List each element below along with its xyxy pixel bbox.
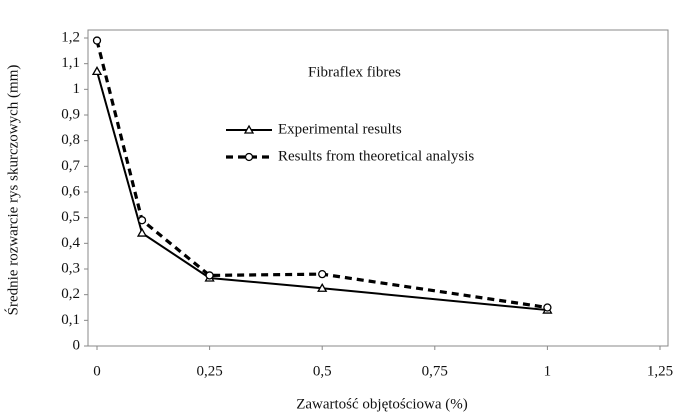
point (92, 36, 102, 45)
y-tick-label: 1 (73, 81, 81, 97)
x-tick-label: 0 (93, 363, 101, 379)
legend-label: Experimental results (278, 121, 402, 137)
y-axis-label: Średnie rozwarcie rys skurczowych (mm) (4, 65, 21, 316)
y-tick-label: 0,5 (61, 209, 80, 225)
point (318, 269, 327, 279)
x-tick-label: 1 (544, 363, 552, 379)
y-tick-label: 0,4 (61, 235, 80, 251)
y-tick-label: 0,7 (61, 158, 80, 174)
y-tick-label: 1,1 (61, 55, 80, 71)
y-tick-label: 0,8 (61, 132, 80, 148)
x-tick-label: 0,75 (422, 363, 448, 379)
x-tick-label: 0,5 (313, 363, 332, 379)
y-tick-label: 0,6 (61, 183, 80, 199)
plot-frame (87, 29, 669, 347)
point (543, 303, 552, 312)
point (317, 282, 328, 292)
y-tick-label: 0,3 (61, 260, 80, 276)
y-tick-label: 1,2 (61, 29, 80, 45)
legend-marker (244, 152, 254, 162)
legend-label: Results from theoretical analysis (278, 148, 474, 164)
annotation: Fibraflex fibres (308, 64, 401, 80)
y-tick-label: 0,2 (61, 286, 80, 302)
y-tick-label: 0 (73, 337, 81, 353)
x-tick-label: 0,25 (196, 363, 222, 379)
x-axis-label: Zawartość objętościowa (%) (296, 396, 468, 412)
y-tick-label: 0,9 (61, 106, 80, 122)
legend-marker (243, 124, 255, 134)
point (137, 216, 147, 225)
point (136, 227, 148, 237)
x-tick-label: 1,25 (647, 363, 673, 379)
y-tick-label: 0,1 (61, 312, 80, 328)
point (91, 66, 103, 76)
series-line (95, 40, 548, 310)
point (205, 271, 214, 280)
